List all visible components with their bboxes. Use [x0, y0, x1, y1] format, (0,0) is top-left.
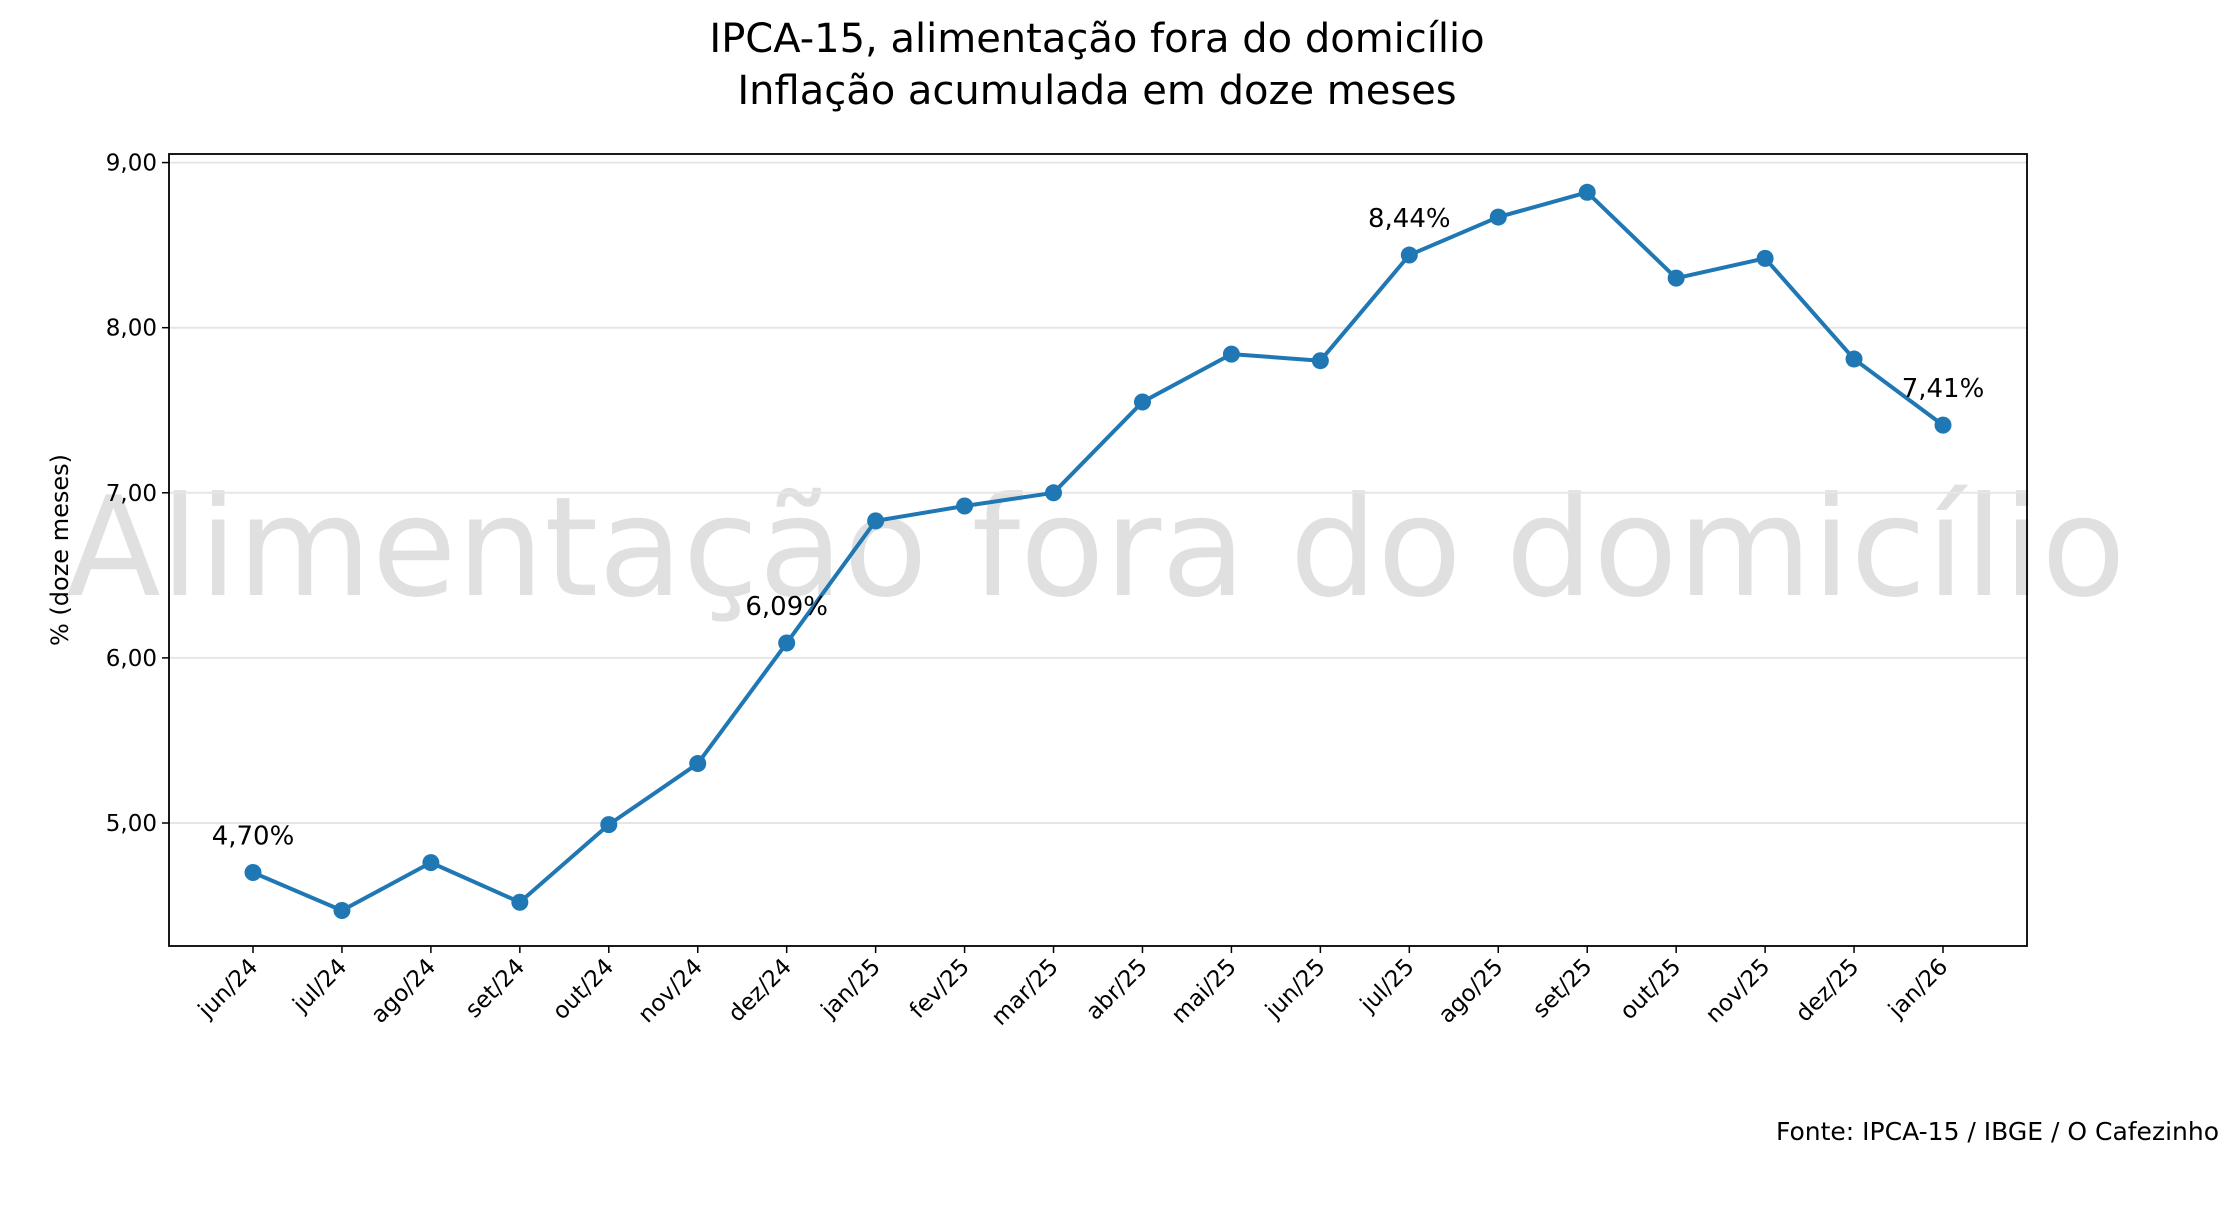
x-tick-label: mar/25: [987, 954, 1064, 1031]
marker: [1845, 350, 1863, 368]
x-tick-label: fev/25: [905, 954, 975, 1024]
marker: [422, 854, 440, 872]
marker: [1756, 249, 1774, 267]
x-tick-label: abr/25: [1081, 954, 1153, 1026]
marker: [1133, 393, 1151, 411]
y-tick-label: 6,00: [106, 646, 157, 672]
y-tick-label: 5,00: [106, 811, 157, 837]
marker: [600, 816, 618, 834]
x-tick-label: dez/25: [1791, 954, 1864, 1027]
x-tick-label: jun/24: [193, 954, 263, 1024]
marker: [1400, 246, 1418, 264]
x-tick-label: jul/25: [1355, 954, 1420, 1019]
marker: [1667, 269, 1685, 287]
x-tick-label: jan/25: [816, 954, 886, 1024]
x-tick-label: jan/26: [1883, 954, 1953, 1024]
x-tick-label: jul/24: [288, 954, 353, 1019]
watermark: Alimentação fora do domicílio: [66, 467, 2126, 628]
x-tick-label: set/24: [461, 954, 530, 1023]
x-tick-label: nov/24: [634, 954, 708, 1028]
x-tick-label: jun/25: [1260, 954, 1330, 1024]
x-tick-label: dez/24: [723, 954, 796, 1027]
x-tick-label: set/25: [1528, 954, 1597, 1023]
marker: [1222, 345, 1240, 363]
x-tick-label: out/24: [548, 954, 619, 1025]
line: [252, 190, 1945, 913]
x-tick-label: out/25: [1615, 954, 1686, 1025]
marker: [1578, 183, 1596, 201]
marker: [511, 893, 529, 911]
marker: [778, 634, 796, 652]
x-tick-label: mai/25: [1167, 954, 1242, 1029]
source-note: Fonte: IPCA-15 / IBGE / O Cafezinho: [1776, 1117, 2219, 1146]
data-label: 6,09%: [745, 592, 828, 622]
marker: [956, 497, 974, 515]
plot-frame: [168, 153, 2028, 947]
chart-title: IPCA-15, alimentação fora do domicílio: [709, 16, 1484, 62]
marker: [1934, 416, 1952, 434]
x-tick-label: nov/25: [1701, 954, 1775, 1028]
marker: [244, 864, 262, 882]
data-label: 7,41%: [1902, 374, 1985, 404]
marker: [689, 755, 707, 773]
marker: [1311, 352, 1329, 370]
data-label: 8,44%: [1368, 204, 1451, 234]
marker: [867, 512, 885, 530]
chart-subtitle: Inflação acumulada em doze meses: [737, 68, 1456, 114]
y-tick-label: 7,00: [106, 481, 157, 507]
y-tick-label: 8,00: [106, 316, 157, 342]
marker: [1045, 484, 1063, 502]
marker: [333, 902, 351, 920]
x-tick-label: ago/24: [366, 954, 441, 1029]
x-tick-label: ago/25: [1434, 954, 1509, 1029]
data-label: 4,70%: [212, 822, 295, 852]
y-tick-label: 9,00: [106, 151, 157, 177]
marker: [1489, 208, 1507, 226]
y-axis-label: % (doze meses): [46, 454, 74, 646]
